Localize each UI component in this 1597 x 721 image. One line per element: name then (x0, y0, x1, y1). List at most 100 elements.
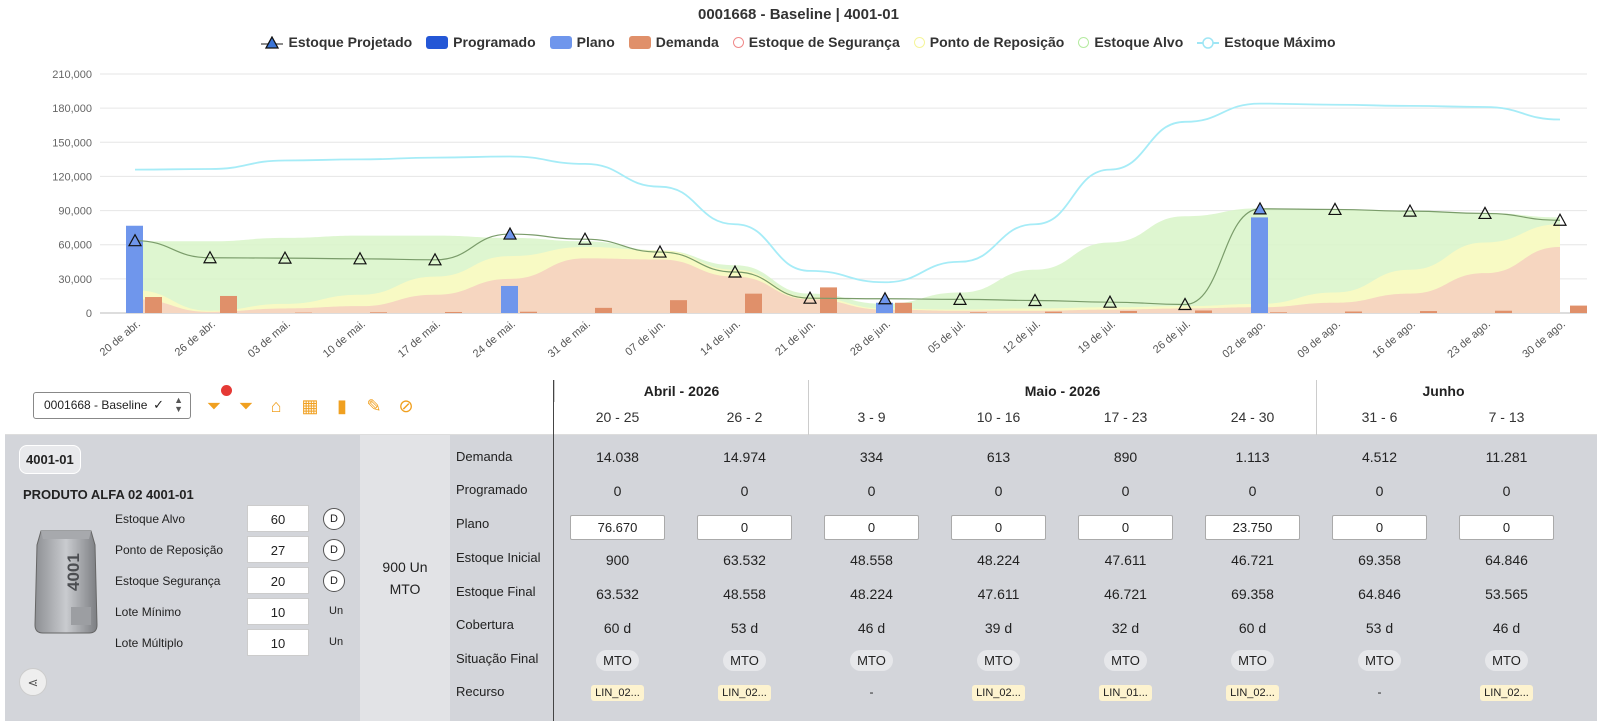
projected-marker[interactable] (202, 250, 218, 264)
y-tick-label: 150,000 (52, 137, 92, 149)
x-tick-label: 24 de mai. (471, 318, 518, 360)
bar-demanda[interactable] (1420, 311, 1437, 313)
bar-demanda[interactable] (970, 312, 987, 313)
filter-remove-icon[interactable]: ⏷ (238, 396, 254, 416)
chart-legend: Estoque Projetado Programado Plano Demanda E… (0, 34, 1597, 50)
projected-marker[interactable] (952, 292, 968, 305)
legend-item[interactable]: Programado (426, 34, 536, 50)
cell-estoque-final: 53.565 (1485, 586, 1528, 602)
legend-item[interactable]: Estoque Máximo (1197, 34, 1336, 50)
projected-marker[interactable] (577, 231, 593, 245)
projected-marker[interactable] (1477, 206, 1493, 220)
plan-input[interactable]: 0 (1332, 515, 1427, 540)
legend-item[interactable]: Ponto de Reposição (913, 34, 1064, 50)
pencil-icon[interactable]: ✎ (366, 396, 382, 416)
bar-demanda[interactable] (1495, 310, 1512, 313)
calendar-icon[interactable]: ▦ (301, 396, 319, 416)
param-input[interactable]: 20 (247, 567, 309, 594)
bar-demanda[interactable] (1345, 311, 1362, 313)
param-input[interactable]: 27 (247, 536, 309, 563)
projected-marker[interactable] (1402, 203, 1418, 217)
cell-demanda: 613 (986, 449, 1011, 465)
bar-demanda[interactable] (895, 302, 912, 313)
legend-item[interactable]: Estoque Projetado (261, 34, 412, 50)
param-label: Estoque Alvo (115, 512, 186, 526)
share-nodes-button[interactable]: ⋖ (19, 668, 47, 696)
bar-demanda[interactable] (1195, 310, 1212, 313)
y-tick-label: 90,000 (58, 206, 92, 218)
chart-title: 0001668 - Baseline | 4001-01 (697, 6, 899, 23)
plan-input[interactable]: 0 (951, 515, 1046, 540)
bar-plano[interactable] (126, 225, 143, 313)
bar-demanda[interactable] (1045, 311, 1062, 313)
legend-line-icon (1197, 36, 1220, 49)
factory-icon[interactable]: ⌂ (270, 396, 282, 416)
plan-input[interactable]: 0 (1078, 515, 1173, 540)
y-tick-label: 0 (86, 308, 92, 320)
bar-demanda[interactable] (1570, 305, 1587, 313)
param-input[interactable]: 10 (247, 629, 309, 656)
legend-item[interactable]: Plano (549, 34, 615, 50)
cell-programado: 0 (740, 483, 749, 499)
toolbar: 0001668 - Baseline ✓ ▲ ▼ ⏷ ⏷ ⌂ ▦ ▮ ✎ ⊘ (5, 380, 563, 435)
legend-item[interactable]: Demanda (628, 34, 719, 50)
projected-marker[interactable] (877, 291, 893, 305)
bar-demanda[interactable] (445, 311, 462, 313)
bar-plano[interactable] (501, 285, 518, 313)
bar-demanda[interactable] (145, 297, 162, 313)
projected-marker[interactable] (427, 252, 443, 266)
bar-demanda[interactable] (820, 287, 837, 313)
resource-badge[interactable]: LIN_02... (1226, 685, 1279, 701)
bar-demanda[interactable] (370, 312, 387, 313)
bar-demanda[interactable] (595, 307, 612, 313)
resource-badge[interactable]: LIN_02... (972, 685, 1025, 701)
projected-marker[interactable] (1552, 212, 1568, 226)
bar-demanda[interactable] (220, 295, 237, 313)
days-badge[interactable]: D (323, 508, 345, 530)
legend-item[interactable]: Estoque de Segurança (732, 34, 900, 50)
filter-alert-icon[interactable]: ⏷ (206, 396, 222, 416)
projected-marker[interactable] (127, 233, 143, 247)
plan-input[interactable]: 0 (1459, 515, 1554, 540)
projected-marker[interactable] (502, 226, 518, 240)
cell-situacao: MTO (935, 650, 1062, 671)
bar-demanda[interactable] (745, 293, 762, 313)
projected-marker[interactable] (802, 290, 818, 304)
projected-marker[interactable] (1252, 201, 1268, 215)
resource-badge[interactable]: LIN_02... (1480, 685, 1533, 701)
days-badge[interactable]: D (323, 539, 345, 561)
projected-marker[interactable] (352, 251, 368, 265)
month-header: Abril - 2026 (554, 380, 808, 402)
bar-plano[interactable] (1251, 217, 1268, 313)
projected-marker[interactable] (1327, 202, 1343, 216)
projected-marker[interactable] (277, 250, 293, 264)
bar-plano[interactable] (876, 302, 893, 313)
projected-marker[interactable] (1027, 293, 1043, 307)
bar-demanda[interactable] (670, 300, 687, 313)
bar-demanda[interactable] (520, 311, 537, 313)
resource-badge[interactable]: LIN_02... (718, 685, 771, 701)
projected-marker[interactable] (1177, 297, 1193, 311)
param-input[interactable]: 10 (247, 598, 309, 625)
chart-off-icon[interactable]: ⊘ (398, 396, 414, 416)
bar-demanda[interactable] (1120, 310, 1137, 313)
projected-marker[interactable] (727, 264, 743, 278)
resource-badge[interactable]: LIN_01... (1099, 685, 1152, 701)
row-label: Recurso (456, 684, 505, 699)
param-row: Estoque Segurança 20 D (115, 567, 355, 595)
bar-demanda[interactable] (1270, 312, 1287, 313)
resource-badge[interactable]: LIN_02... (591, 685, 644, 701)
days-badge[interactable]: D (323, 570, 345, 592)
scenario-select[interactable]: 0001668 - Baseline ✓ ▲ ▼ (33, 392, 191, 419)
legend-item[interactable]: Estoque Alvo (1078, 34, 1183, 50)
bar-chart-icon[interactable]: ▮ (337, 396, 347, 416)
week-header: 26 - 2 (726, 409, 763, 425)
plan-input[interactable]: 76.670 (570, 515, 665, 540)
projected-marker[interactable] (652, 244, 668, 258)
x-tick-label: 28 de jun. (848, 318, 893, 358)
param-input[interactable]: 60 (247, 505, 309, 532)
plan-input[interactable]: 0 (697, 515, 792, 540)
projected-marker[interactable] (1102, 294, 1118, 308)
plan-input[interactable]: 0 (824, 515, 919, 540)
plan-input[interactable]: 23.750 (1205, 515, 1300, 540)
